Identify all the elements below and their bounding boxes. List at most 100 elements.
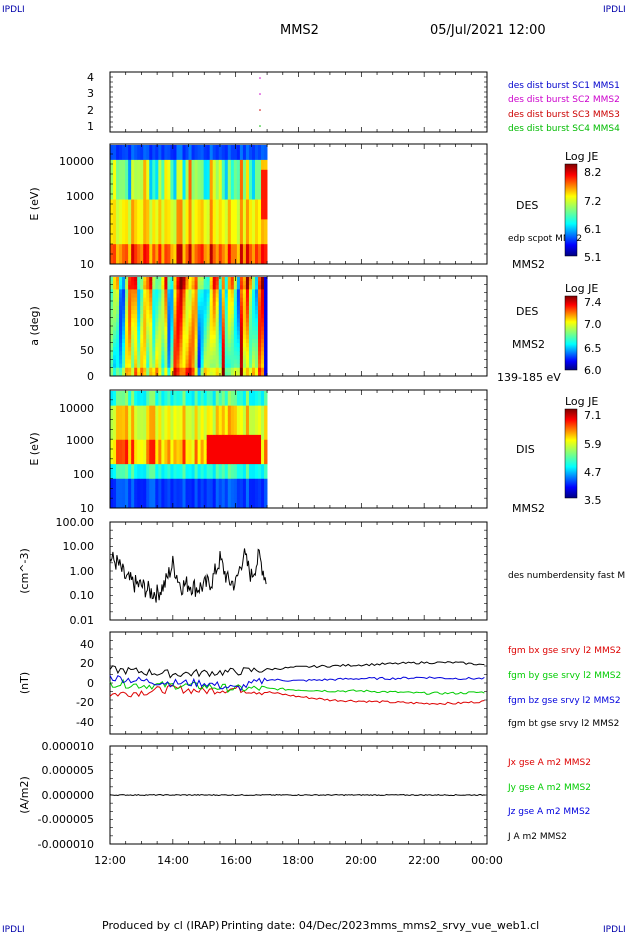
des-pitch-cell xyxy=(258,343,262,348)
des-pitch-cell xyxy=(255,326,259,332)
des-pitch-cell xyxy=(119,367,123,373)
des-pitch-cell xyxy=(194,367,198,373)
des-pitch-cell xyxy=(173,359,177,365)
des-pitch-cell xyxy=(221,318,226,323)
des-pitch-cell xyxy=(176,355,180,360)
des-energy-cell xyxy=(125,154,129,161)
des-pitch-cell xyxy=(164,351,168,356)
des-energy-cell xyxy=(152,164,156,171)
des-energy-cell xyxy=(140,204,144,210)
dis-energy-cell xyxy=(227,395,232,402)
des-energy-cell xyxy=(140,229,144,235)
des-pitch-cell xyxy=(245,351,250,356)
des-pitch-cell xyxy=(200,289,205,294)
dis-energy-cell xyxy=(255,454,259,460)
dis-energy-cell xyxy=(113,503,117,509)
des-energy-cell xyxy=(134,145,138,151)
des-pitch-cell xyxy=(140,314,144,319)
dis-energy-cell xyxy=(200,483,205,489)
des-pitch-cell xyxy=(248,281,253,286)
burst-mark-4 xyxy=(259,125,261,127)
des-energy-cell xyxy=(191,194,195,200)
dis-energy-cell xyxy=(158,498,162,504)
des-pitch-cell xyxy=(119,334,123,340)
dis-energy-cell xyxy=(248,410,253,416)
des-energy-cell xyxy=(179,194,183,200)
dis-energy-cell xyxy=(255,449,259,455)
des-energy-cell xyxy=(236,234,241,240)
dis-energy-cell xyxy=(239,395,244,402)
dis-energy-cell xyxy=(155,454,159,460)
dis-energy-cell xyxy=(131,395,135,402)
des-energy-cell xyxy=(233,229,238,235)
des-energy-cell xyxy=(128,219,132,225)
dis-energy-cell xyxy=(119,473,123,480)
dis-energy-cell xyxy=(258,483,262,489)
des-pitch-cell xyxy=(140,318,144,323)
des-energy-cell xyxy=(164,189,168,195)
des-pitch-cell xyxy=(137,293,141,299)
des-pitch-cell xyxy=(264,277,268,282)
des-energy-cell xyxy=(261,224,265,230)
dis-energy-cell xyxy=(167,503,171,509)
des-pitch-cell xyxy=(182,351,186,356)
dis-energy-cell xyxy=(188,498,192,504)
des-energy-cell xyxy=(215,234,220,240)
des-pitch-cell xyxy=(203,330,208,336)
xtick-0000: 00:00 xyxy=(471,854,503,867)
des-energy-cell xyxy=(221,229,226,235)
des-energy-cell xyxy=(146,229,150,235)
des-pitch-cell xyxy=(176,322,180,327)
des-pitch-cell xyxy=(209,281,214,286)
des-energy-cell xyxy=(215,189,220,195)
density-ytick-1: 1.00 xyxy=(70,565,95,578)
des-pitch-cell xyxy=(125,281,129,286)
des-energy-cell xyxy=(137,164,141,171)
dis-energy-cell xyxy=(258,405,262,411)
des-pitch-cell xyxy=(113,355,117,360)
des-energy-cell xyxy=(179,259,183,265)
des-pitch-cell xyxy=(200,293,205,299)
des-pitch-cell xyxy=(242,326,247,332)
des-pitch-cell xyxy=(173,351,177,356)
dis-energy-cell xyxy=(131,459,135,465)
des-energy-cell xyxy=(113,224,117,230)
des-energy-cell xyxy=(230,164,235,171)
dis-energy-cell xyxy=(167,400,171,407)
des-energy-cell xyxy=(227,259,232,265)
des-energy-cell xyxy=(203,209,208,215)
des-energy-cell xyxy=(158,259,162,265)
dis-energy-cell xyxy=(161,425,165,431)
des-energy-cell xyxy=(203,164,208,171)
des-energy-cell xyxy=(251,249,256,255)
dis-energy-cell xyxy=(245,415,250,421)
des-pitch-cell xyxy=(248,289,253,294)
des-energy-cell xyxy=(197,179,202,186)
des-pitch-cell xyxy=(245,277,250,282)
des-pitch-cell xyxy=(239,363,244,369)
des-pitch-cell xyxy=(152,330,156,336)
dis-energy-cell xyxy=(161,464,165,470)
des-energy-cell xyxy=(230,199,235,205)
dis-energy-cell xyxy=(191,410,195,416)
des-pitch-cell xyxy=(170,305,174,311)
des-pitch-cell xyxy=(191,330,195,336)
dis-energy-cell xyxy=(264,444,268,450)
des-energy-cell xyxy=(218,154,223,161)
dis-energy-cell xyxy=(197,439,202,446)
des-pitch-cell xyxy=(215,314,220,319)
des-pitch-cell xyxy=(158,359,162,365)
des-energy-cell xyxy=(203,174,208,181)
des-pitch-cell xyxy=(258,371,262,377)
dis-energy-cell xyxy=(212,498,217,504)
des-energy-cell xyxy=(176,179,180,186)
des-energy-cell xyxy=(236,199,241,205)
des-pitch-cell xyxy=(134,322,138,327)
dis-energy-cell xyxy=(137,488,141,494)
dis-energy-cell xyxy=(218,430,223,436)
dis-energy-cell xyxy=(137,425,141,431)
des-energy-cell xyxy=(185,149,189,156)
des-pitch-cell xyxy=(143,326,147,332)
des-pitch-cell xyxy=(248,277,253,282)
dis-energy-cell xyxy=(227,444,232,450)
